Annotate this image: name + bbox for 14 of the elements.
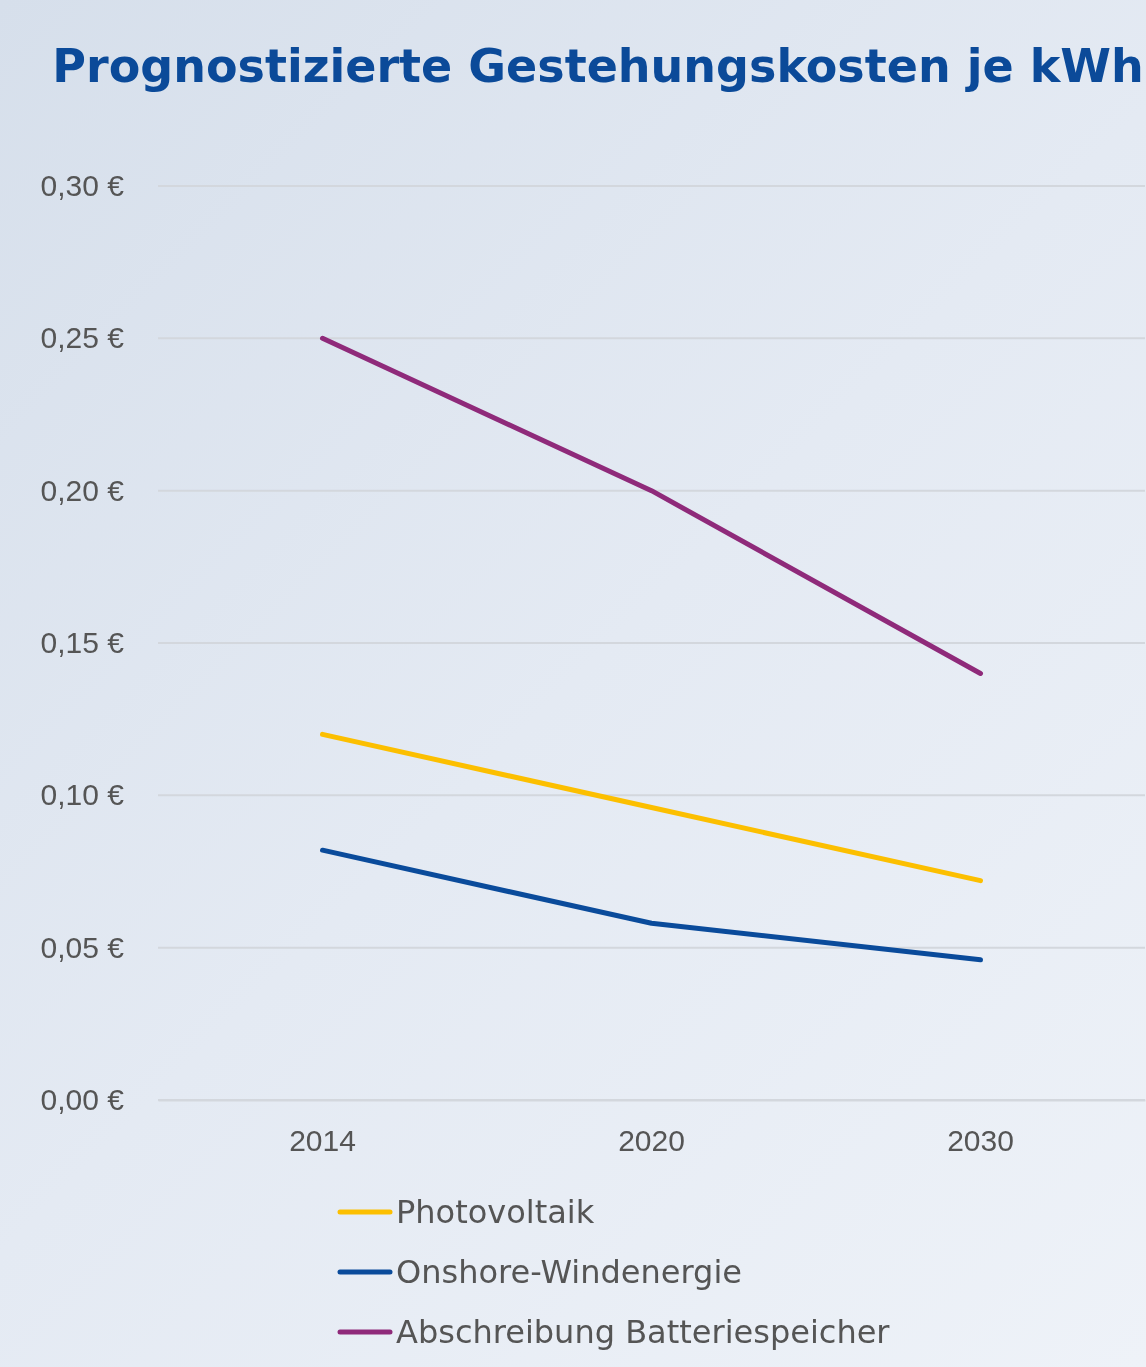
legend-label: Photovoltaik: [396, 1193, 595, 1231]
y-tick-label: 0,25 €: [40, 321, 125, 355]
y-tick-label: 0,15 €: [40, 626, 125, 660]
chart-title: Prognostizierte Gestehungskosten je kWh: [52, 39, 1144, 93]
y-tick-label: 0,20 €: [40, 473, 125, 507]
y-tick-label: 0,00 €: [40, 1083, 125, 1117]
x-tick-label: 2014: [289, 1124, 356, 1158]
legend-label: Abschreibung Batteriespeicher: [396, 1313, 891, 1351]
x-tick-label: 2030: [947, 1124, 1014, 1158]
y-tick-label: 0,05 €: [40, 930, 125, 964]
y-tick-label: 0,10 €: [40, 778, 125, 812]
y-tick-label: 0,30 €: [40, 169, 125, 203]
x-tick-label: 2020: [618, 1124, 685, 1158]
legend-label: Onshore-Windenergie: [396, 1253, 742, 1291]
